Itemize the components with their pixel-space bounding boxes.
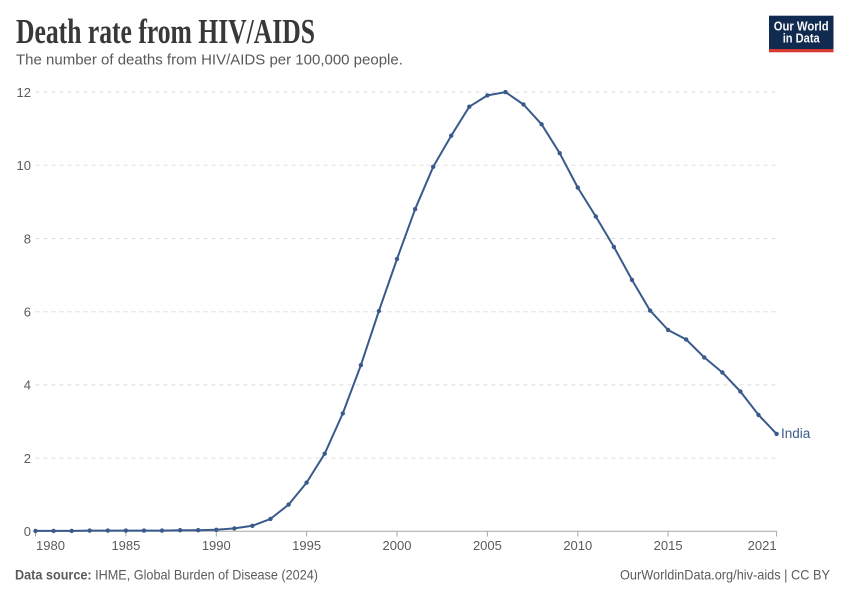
- svg-text:2015: 2015: [654, 538, 683, 553]
- svg-text:Death rate from HIV/AIDS: Death rate from HIV/AIDS: [16, 12, 315, 51]
- svg-text:1990: 1990: [202, 538, 231, 553]
- svg-text:OurWorldinData.org/hiv-aids |: OurWorldinData.org/hiv-aids | CC BY: [620, 567, 831, 583]
- svg-text:4: 4: [24, 378, 31, 393]
- svg-text:Data source: IHME, Global Burd: Data source: IHME, Global Burden of Dise…: [15, 567, 318, 583]
- svg-text:2005: 2005: [473, 538, 502, 553]
- svg-text:Our World: Our World: [774, 20, 829, 34]
- svg-text:2000: 2000: [383, 538, 412, 553]
- svg-text:India: India: [781, 426, 811, 441]
- svg-text:1985: 1985: [111, 538, 140, 553]
- svg-text:2021: 2021: [748, 538, 777, 553]
- svg-text:The number of deaths from HIV/: The number of deaths from HIV/AIDS per 1…: [16, 52, 403, 69]
- svg-text:8: 8: [24, 231, 31, 246]
- svg-text:10: 10: [17, 158, 31, 173]
- svg-text:1995: 1995: [292, 538, 321, 553]
- svg-text:0: 0: [24, 524, 31, 539]
- svg-text:1980: 1980: [36, 538, 65, 553]
- svg-text:12: 12: [17, 85, 31, 100]
- svg-text:2: 2: [24, 451, 31, 466]
- svg-text:6: 6: [24, 305, 31, 320]
- svg-text:2010: 2010: [563, 538, 592, 553]
- svg-text:in Data: in Data: [783, 32, 821, 46]
